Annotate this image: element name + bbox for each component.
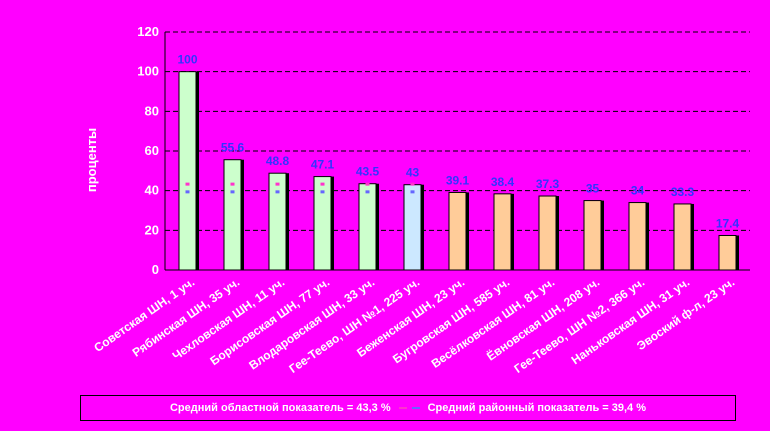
bar (583, 200, 602, 271)
legend-regional-average: Средний областной показатель = 43,3 % (170, 402, 391, 414)
legend-district-label: Средний районный показатель = 39,4 % (427, 402, 647, 414)
y-tick-label: 100 (137, 64, 159, 79)
district-average-mark (320, 190, 325, 194)
data-label: 17.4 (716, 216, 740, 230)
regional-average-mark (365, 182, 370, 186)
regional-average-mark (230, 182, 235, 186)
data-label: 38.4 (491, 175, 515, 189)
bar (268, 172, 287, 271)
data-label: 55.6 (221, 141, 245, 155)
bar (313, 176, 332, 271)
data-label: 35 (586, 182, 600, 196)
district-average-mark (410, 190, 415, 194)
legend-marker-swatches (398, 407, 420, 409)
y-tick-label: 40 (145, 183, 159, 198)
bars-layer (178, 71, 739, 271)
bar (538, 195, 557, 271)
bar (403, 184, 422, 271)
y-tick-label: 20 (145, 222, 159, 237)
y-tick-label: 60 (145, 143, 159, 158)
regional-average-mark (185, 182, 190, 186)
data-label: 43.5 (356, 165, 380, 179)
bar (448, 191, 467, 271)
legend: Средний областной показатель = 43,3 % Ср… (80, 395, 736, 421)
y-tick-label: 80 (145, 103, 159, 118)
data-label: 100 (177, 53, 197, 67)
bar (673, 203, 692, 271)
legend-district-marker (411, 407, 420, 409)
data-label: 34 (631, 184, 645, 198)
legend-district-average: Средний районный показатель = 39,4 % (428, 402, 646, 414)
bar (358, 183, 377, 271)
y-tick-label: 0 (152, 262, 159, 277)
legend-regional-marker (398, 407, 407, 409)
data-label: 39.1 (446, 173, 470, 187)
y-axis-label: проценты (84, 128, 99, 192)
data-label: 47.1 (311, 158, 335, 172)
data-label: 37.3 (536, 177, 560, 191)
bar (493, 193, 512, 271)
legend-regional-label: Средний областной показатель = 43,3 % (169, 402, 391, 414)
district-average-mark (365, 190, 370, 194)
district-average-mark (230, 190, 235, 194)
bar (628, 202, 647, 271)
y-tick-label: 120 (137, 24, 159, 39)
bar (178, 71, 197, 271)
data-label: 33.3 (671, 185, 695, 199)
regional-average-mark (410, 182, 415, 186)
average-marks-layer (185, 182, 415, 194)
bar (223, 159, 242, 271)
data-label: 43 (406, 166, 420, 180)
regional-average-mark (275, 182, 280, 186)
regional-average-mark (320, 182, 325, 186)
bar (718, 234, 737, 271)
grid-layer (164, 31, 750, 271)
district-average-mark (185, 190, 190, 194)
data-label: 48.8 (266, 154, 290, 168)
district-average-mark (275, 190, 280, 194)
